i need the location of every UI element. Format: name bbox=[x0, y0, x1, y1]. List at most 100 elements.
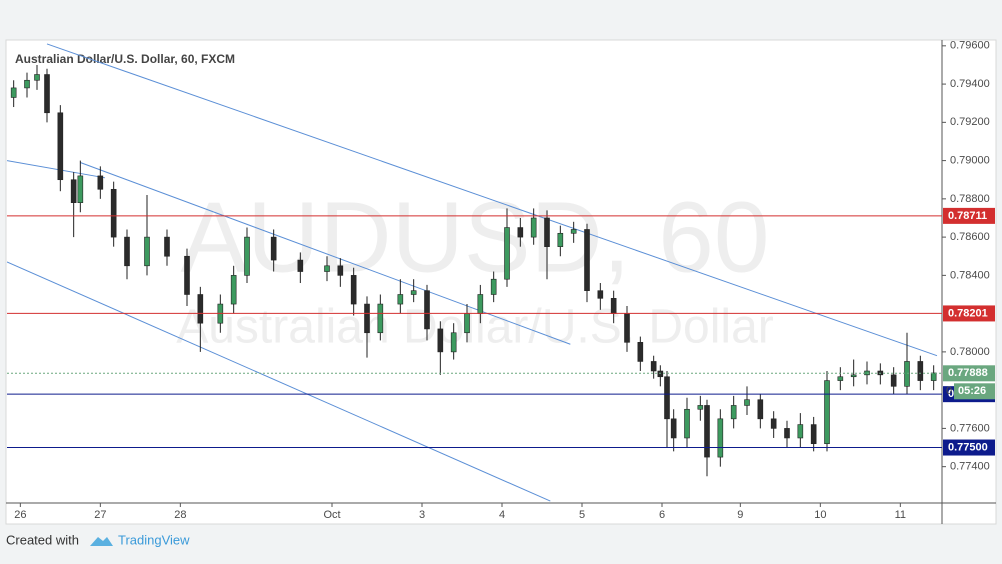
candle-body bbox=[337, 265, 344, 276]
candle-body bbox=[730, 405, 737, 420]
price-label: 0.77500 bbox=[948, 441, 988, 453]
candle-body bbox=[450, 332, 457, 353]
candle-body bbox=[410, 290, 417, 295]
candle-body bbox=[124, 236, 130, 267]
candle-body bbox=[164, 236, 170, 257]
candle-body bbox=[650, 361, 657, 372]
y-tick-label: 0.79400 bbox=[950, 78, 990, 90]
x-tick-label: Oct bbox=[323, 509, 340, 521]
candle-body bbox=[624, 313, 630, 343]
candle-body bbox=[757, 399, 764, 420]
candle-body bbox=[717, 418, 724, 458]
x-tick-label: 3 bbox=[419, 509, 425, 521]
candle-body bbox=[350, 275, 357, 305]
candle-body bbox=[70, 179, 77, 203]
chart-frame bbox=[5, 39, 997, 525]
x-tick-label: 9 bbox=[737, 509, 743, 521]
price-label-box bbox=[943, 207, 995, 224]
countdown: 05:26 bbox=[958, 385, 986, 397]
candle-body bbox=[810, 424, 817, 445]
candle-body bbox=[584, 229, 590, 291]
plot-area bbox=[7, 43, 938, 502]
price-label-box bbox=[943, 305, 995, 322]
x-tick-label: 6 bbox=[659, 509, 665, 521]
y-tick-label: 0.78600 bbox=[950, 231, 990, 243]
trend-line bbox=[7, 261, 551, 502]
candle-body bbox=[597, 290, 604, 299]
candle-body bbox=[44, 74, 50, 114]
candle-body bbox=[697, 405, 704, 410]
y-tick-label: 0.79200 bbox=[950, 116, 990, 128]
y-tick-label: 0.77400 bbox=[950, 461, 990, 473]
candle-body bbox=[837, 376, 844, 381]
candle-body bbox=[397, 294, 404, 305]
x-tick-label: 5 bbox=[579, 509, 585, 521]
candle-body bbox=[930, 372, 937, 381]
candle-body bbox=[770, 418, 777, 429]
watermark: Australian Dollar/U.S. Dollar bbox=[176, 301, 774, 354]
candle-body bbox=[490, 278, 497, 295]
y-tick-label: 0.78800 bbox=[950, 193, 990, 205]
candle-body bbox=[504, 227, 510, 280]
candle-body bbox=[850, 374, 857, 378]
candle-body bbox=[377, 303, 384, 334]
candle-body bbox=[477, 294, 484, 314]
chart-title: Australian Dollar/U.S. Dollar, 60, FXCM bbox=[15, 52, 235, 66]
candle-body bbox=[657, 370, 664, 378]
x-tick-label: 10 bbox=[814, 509, 826, 521]
countdown-prefix: 0 bbox=[946, 385, 952, 397]
candle-body bbox=[77, 175, 84, 203]
price-label: 0.78201 bbox=[948, 307, 988, 319]
candle-body bbox=[904, 361, 910, 387]
candle-body bbox=[637, 342, 644, 362]
candle-body bbox=[744, 399, 750, 406]
y-tick-label: 0.78400 bbox=[950, 269, 990, 281]
candle-body bbox=[464, 313, 470, 334]
candle-body bbox=[270, 236, 277, 261]
candle-body bbox=[704, 405, 710, 458]
price-label-box bbox=[943, 365, 995, 382]
trend-line bbox=[80, 162, 571, 345]
candle-body bbox=[144, 236, 150, 267]
y-tick-label: 0.79000 bbox=[950, 155, 990, 167]
brand-link[interactable]: TradingView bbox=[118, 532, 190, 547]
candle-body bbox=[917, 361, 924, 381]
countdown-box bbox=[954, 383, 995, 400]
candle-body bbox=[230, 275, 237, 305]
y-tick-label: 0.79600 bbox=[950, 40, 990, 52]
candle-body bbox=[244, 236, 250, 276]
candle-body bbox=[10, 87, 17, 98]
candle-body bbox=[197, 294, 204, 324]
x-tick-label: 11 bbox=[895, 509, 906, 521]
price-label: 0.78711 bbox=[948, 210, 987, 222]
price-label: 0.77888 bbox=[948, 367, 988, 379]
candle-body bbox=[784, 428, 790, 439]
brand-logo bbox=[90, 537, 113, 546]
candle-body bbox=[530, 217, 537, 238]
candle-body bbox=[517, 227, 524, 238]
trend-line bbox=[46, 43, 938, 357]
candle-body bbox=[424, 290, 430, 330]
footer-text: Created with bbox=[6, 532, 79, 547]
candle-body bbox=[570, 229, 577, 234]
watermark: AUDUSD, 60 bbox=[180, 181, 769, 293]
x-tick-label: 26 bbox=[14, 509, 26, 521]
candle-body bbox=[97, 175, 104, 190]
candle-body bbox=[664, 376, 670, 420]
price-label-box bbox=[943, 439, 995, 456]
candle-body bbox=[890, 374, 897, 387]
candle-body bbox=[544, 217, 550, 247]
candle-body bbox=[610, 298, 617, 314]
x-tick-label: 27 bbox=[94, 509, 106, 521]
candle-body bbox=[670, 418, 677, 439]
y-tick-label: 0.78000 bbox=[950, 346, 990, 358]
y-tick-label: 0.77600 bbox=[950, 422, 990, 434]
candle-body bbox=[797, 424, 804, 439]
candle-body bbox=[34, 74, 40, 81]
candle-body bbox=[57, 112, 64, 181]
candle-body bbox=[684, 408, 690, 439]
x-tick-label: 28 bbox=[174, 509, 186, 521]
candle-body bbox=[110, 188, 117, 238]
